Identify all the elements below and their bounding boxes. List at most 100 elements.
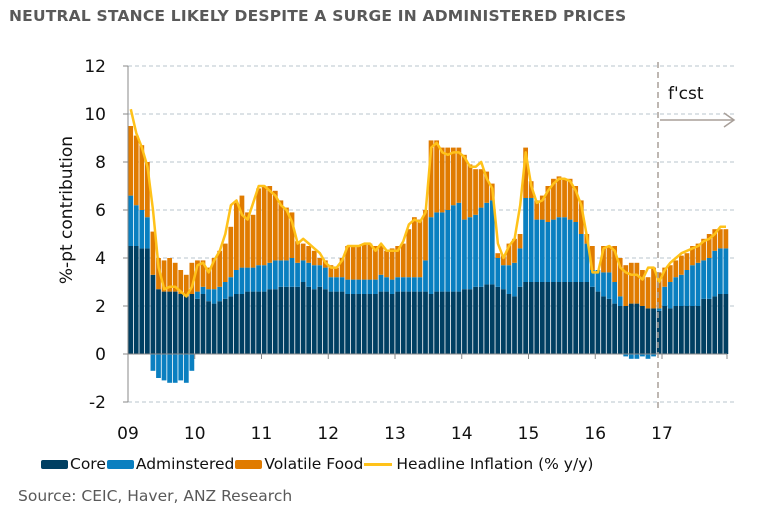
bar-administered (272, 260, 278, 290)
bar-core (495, 286, 501, 354)
bar-administered (428, 217, 434, 294)
bar-core (506, 294, 512, 354)
bar-core (189, 294, 195, 354)
bar-core (667, 308, 673, 354)
bar-administered (261, 265, 267, 292)
bar-core (606, 298, 612, 354)
bar-core (284, 286, 289, 354)
bar-food (172, 262, 178, 292)
bar-core (161, 291, 167, 354)
bar-administered (595, 270, 601, 292)
bar-administered (450, 205, 456, 292)
bar-core (317, 286, 323, 354)
bar-administered (167, 354, 172, 383)
bar-core (378, 291, 384, 354)
y-tick-label: -2 (89, 393, 106, 413)
bar-food (334, 267, 339, 278)
bar-core (267, 289, 273, 354)
bar-core (612, 303, 617, 354)
bar-food (673, 260, 679, 278)
bar-core (595, 291, 601, 354)
bar-administered (328, 277, 334, 292)
bar-core (628, 303, 634, 354)
bar-food (328, 265, 334, 278)
bar-administered (656, 308, 662, 311)
bar-core (556, 282, 562, 354)
bar-administered (172, 354, 178, 383)
y-tick-label: 8 (95, 153, 106, 173)
bar-core (712, 296, 718, 354)
bar-core (528, 282, 534, 354)
bar-food (484, 171, 490, 203)
bar-administered (534, 219, 540, 282)
bar-food (367, 243, 373, 280)
bar-food (295, 241, 300, 263)
axes (123, 65, 728, 403)
bar-administered (667, 282, 673, 309)
bar-food (156, 258, 161, 290)
bar-food (195, 260, 200, 292)
bar-administered (517, 248, 523, 287)
bar-core (656, 310, 662, 354)
bar-administered (161, 354, 167, 381)
bar-administered (144, 217, 150, 249)
bar-food (495, 253, 501, 258)
bar-administered (528, 198, 534, 282)
bar-administered (228, 277, 234, 297)
bar-core (256, 291, 261, 354)
bar-food (567, 178, 573, 220)
bar-core (217, 301, 223, 354)
bar-core (250, 291, 256, 354)
bar-food (701, 238, 706, 261)
bar-administered (295, 262, 300, 287)
bar-core (573, 282, 579, 354)
legend-swatch-core (41, 459, 68, 469)
bar-core (228, 296, 234, 354)
bar-core (489, 284, 495, 354)
legend-label: Headline Inflation (% y/y) (396, 455, 594, 473)
bar-administered (606, 272, 612, 299)
bar-administered (200, 286, 206, 294)
bar-food (228, 226, 234, 278)
bar-administered (217, 286, 223, 302)
bar-core (434, 291, 439, 354)
bar-administered (712, 250, 718, 297)
y-tick-label: 6 (95, 201, 106, 221)
bar-food (601, 246, 606, 273)
x-tick-label: 10 (184, 424, 206, 444)
bar-food (606, 246, 612, 273)
bar-administered (411, 277, 417, 292)
bar-food (517, 234, 523, 249)
bar-administered (139, 210, 145, 249)
bar-administered (706, 258, 712, 299)
bar-core (373, 294, 378, 354)
bar-administered (245, 267, 250, 292)
bar-core (701, 298, 706, 354)
bar-food (167, 258, 172, 292)
bar-core (133, 246, 139, 354)
x-tick-label: 09 (117, 424, 139, 444)
x-tick-label: 17 (651, 424, 673, 444)
bar-core (445, 291, 451, 354)
bar-administered (462, 219, 467, 290)
bar-administered (133, 205, 139, 246)
x-tick-label: 12 (317, 424, 339, 444)
bar-core (206, 301, 211, 354)
bar-food (423, 210, 428, 261)
bar-food (512, 238, 517, 263)
bar-food (445, 147, 451, 210)
bar-administered (467, 217, 473, 290)
bar-food (284, 207, 289, 261)
bar-core (467, 289, 473, 354)
bar-administered (317, 265, 323, 287)
bar-core (545, 282, 551, 354)
bar-core (589, 286, 595, 354)
bar-food (317, 258, 323, 266)
x-tick-label: 11 (251, 424, 273, 444)
bar-administered (556, 217, 562, 282)
bar-food (267, 186, 273, 263)
bar-food (589, 246, 595, 270)
bar-core (300, 282, 306, 354)
y-tick-label: 12 (84, 57, 106, 77)
legend-swatch-food (235, 459, 263, 469)
